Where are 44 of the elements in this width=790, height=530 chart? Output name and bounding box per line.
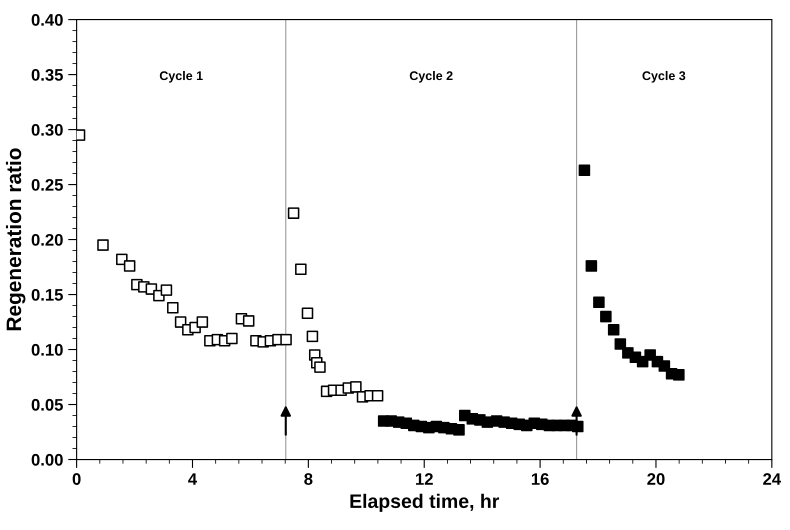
x-tick-label: 12 — [416, 473, 433, 485]
y-tick-label: 0.15 — [32, 288, 63, 301]
y-tick-label: 0.30 — [32, 124, 63, 136]
x-tick-label: 20 — [647, 473, 665, 485]
point — [673, 369, 685, 381]
annotation: Cycle 2 — [410, 70, 453, 83]
point — [280, 334, 292, 346]
point — [608, 324, 620, 336]
x-axis-title: Elapsed time, hr — [350, 494, 500, 512]
point — [372, 390, 384, 402]
point — [302, 307, 314, 320]
x-tick-label: 8 — [304, 473, 312, 485]
point — [350, 381, 362, 393]
point — [196, 316, 208, 328]
point — [306, 330, 318, 342]
point — [242, 315, 254, 327]
y-tick-label: 0.20 — [32, 234, 63, 246]
point — [160, 284, 172, 296]
point — [453, 424, 465, 436]
x-tick-label: 16 — [532, 473, 549, 485]
point — [586, 260, 598, 272]
point — [578, 164, 590, 176]
y-tick-label: 0.00 — [32, 454, 63, 466]
point — [167, 302, 179, 314]
point — [593, 296, 605, 308]
point — [614, 338, 626, 350]
point — [295, 263, 307, 276]
point — [600, 310, 612, 322]
x-tick-label: 24 — [763, 473, 782, 485]
x-tick-label: 4 — [188, 473, 198, 485]
y-axis-title: Regeneration ratio — [6, 148, 26, 330]
point — [226, 332, 238, 344]
y-tick-label: 0.35 — [32, 69, 63, 81]
annotation: Cycle 1 — [160, 70, 203, 83]
point — [97, 239, 109, 251]
y-tick-label: 0.10 — [32, 344, 63, 356]
x-tick-label: 0 — [72, 473, 81, 485]
y-tick-label: 0.05 — [32, 398, 63, 411]
point — [124, 260, 136, 272]
point — [288, 207, 300, 219]
annotation: Cycle 3 — [642, 70, 686, 83]
point — [314, 361, 326, 373]
y-tick-label: 0.25 — [32, 178, 63, 191]
y-tick-label: 0.40 — [32, 14, 63, 26]
